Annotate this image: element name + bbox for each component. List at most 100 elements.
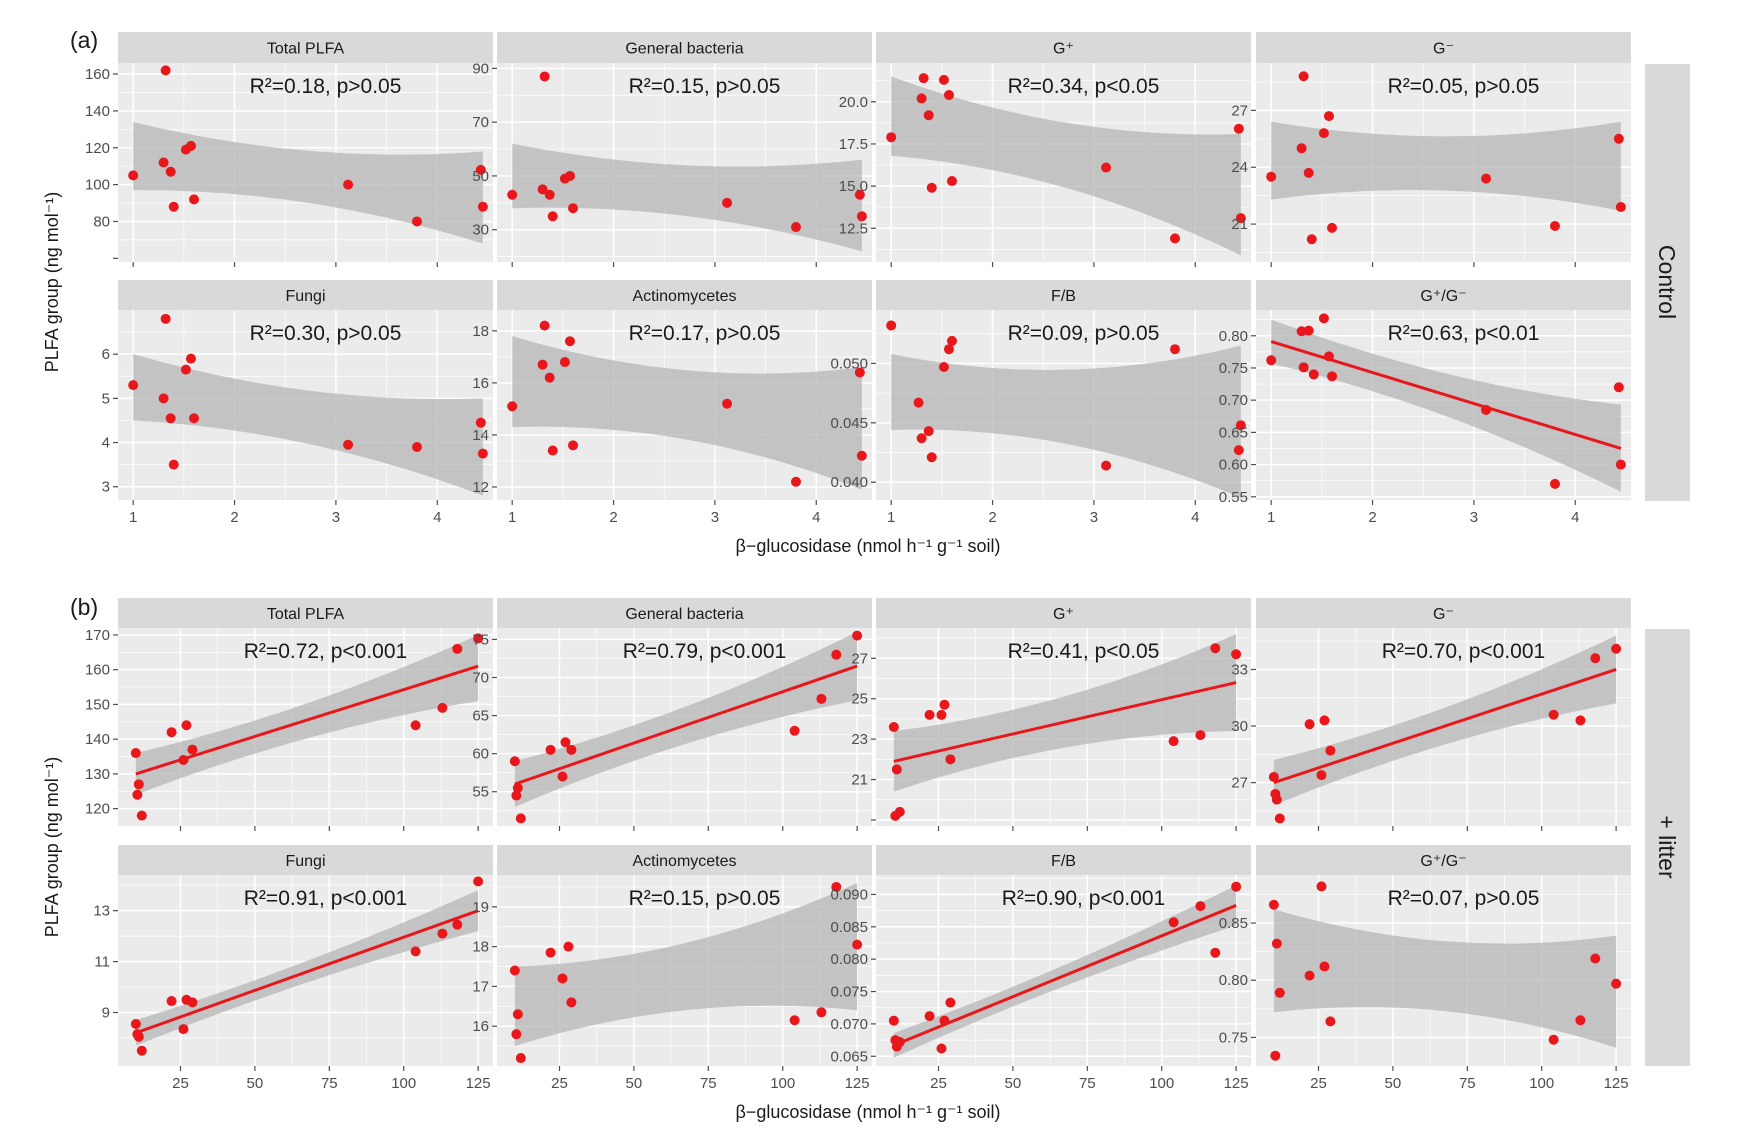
y-tick-label: 0.70 bbox=[1219, 392, 1248, 409]
data-point bbox=[564, 336, 575, 347]
data-point bbox=[1575, 1015, 1586, 1026]
data-point bbox=[790, 222, 801, 233]
data-point bbox=[1308, 369, 1319, 380]
data-point bbox=[537, 359, 548, 370]
y-tick-label: 17.5 bbox=[839, 136, 868, 153]
data-point bbox=[1268, 899, 1279, 910]
fit-line bbox=[1273, 668, 1617, 785]
y-tick-label: 160 bbox=[85, 662, 110, 679]
data-point bbox=[185, 353, 196, 364]
plot-area-s1p3 bbox=[1268, 635, 1622, 824]
data-point bbox=[790, 476, 801, 487]
y-tick-label: 3 bbox=[102, 479, 110, 496]
y-tick-label: 50 bbox=[472, 168, 489, 185]
plot-area-s1p4 bbox=[130, 876, 484, 1056]
data-point bbox=[1233, 445, 1244, 456]
data-point bbox=[1304, 970, 1315, 981]
data-point bbox=[1101, 460, 1112, 471]
strip-s0p4 bbox=[118, 280, 493, 310]
data-point bbox=[856, 450, 867, 461]
y-tick-label: 150 bbox=[85, 696, 110, 713]
x-axis-title-a: β−glucosidase (nmol h⁻¹ g⁻¹ soil) bbox=[736, 536, 1001, 556]
data-point bbox=[1548, 709, 1559, 720]
y-tick-label: 60 bbox=[472, 746, 489, 763]
y-axis-title-b: PLFA group (ng mol⁻¹) bbox=[42, 757, 62, 938]
data-point bbox=[1101, 162, 1112, 173]
strip-right-a-label: Control bbox=[1654, 245, 1680, 319]
y-tick-label: 30 bbox=[472, 222, 489, 239]
data-point bbox=[789, 725, 800, 736]
data-point bbox=[1298, 362, 1309, 373]
data-point bbox=[166, 727, 177, 738]
x-tick-label: 75 bbox=[1079, 1075, 1096, 1092]
y-tick-label: 4 bbox=[102, 435, 110, 452]
panel-s0p1: General bacteria 30 50 70 90 R²=0.15, p>0.05 bbox=[472, 32, 872, 267]
data-point bbox=[189, 413, 200, 424]
data-point bbox=[511, 790, 522, 801]
data-point bbox=[166, 996, 177, 1007]
data-point bbox=[189, 194, 200, 205]
strip-title-s1p7: G⁺/G⁻ bbox=[1420, 853, 1466, 870]
annotation-s0p3: R²=0.05, p>0.05 bbox=[1388, 75, 1540, 98]
strip-s0p5 bbox=[497, 280, 872, 310]
confidence-band bbox=[133, 121, 483, 244]
strip-right-b bbox=[1645, 629, 1690, 1066]
y-tick-label: 12 bbox=[472, 479, 489, 496]
strip-s1p6 bbox=[876, 845, 1251, 875]
strip-title-s0p2: G⁺ bbox=[1053, 41, 1074, 58]
data-point bbox=[939, 699, 950, 710]
data-point bbox=[473, 876, 484, 887]
data-point bbox=[437, 702, 448, 713]
confidence-band bbox=[1271, 121, 1621, 211]
data-point bbox=[564, 170, 575, 181]
data-point bbox=[477, 201, 488, 212]
data-point bbox=[1316, 770, 1327, 781]
strip-s0p1 bbox=[497, 32, 872, 63]
y-tick-label: 12.5 bbox=[839, 220, 868, 237]
data-point bbox=[1168, 917, 1179, 928]
data-point bbox=[1590, 653, 1601, 664]
data-point bbox=[512, 1009, 523, 1020]
data-point bbox=[168, 201, 179, 212]
strip-title-s0p4: Fungi bbox=[285, 288, 325, 305]
data-point bbox=[136, 1045, 147, 1056]
panel-s0p2: G⁺ 12.5 15.0 17.5 20.0 R²=0.34, p<0.05 bbox=[839, 32, 1251, 267]
strip-s1p0 bbox=[118, 598, 493, 628]
data-point bbox=[539, 71, 550, 82]
data-point bbox=[128, 380, 139, 391]
x-tick-label: 4 bbox=[1191, 509, 1199, 526]
x-tick-label: 50 bbox=[1005, 1075, 1022, 1092]
y-tick-label: 65 bbox=[472, 708, 489, 725]
data-point bbox=[943, 90, 954, 101]
strip-title-s0p6: F/B bbox=[1051, 288, 1076, 305]
y-tick-label: 19 bbox=[472, 899, 489, 916]
data-point bbox=[158, 157, 169, 168]
y-tick-label: 0.065 bbox=[830, 1048, 868, 1065]
data-point bbox=[136, 810, 147, 821]
data-point bbox=[1549, 220, 1560, 231]
panel-s0p7: G⁺/G⁻ 1 2 3 4 0.55 0.60 0.65 0.70 0.75 0.80 R²=0.63… bbox=[1219, 280, 1631, 526]
data-point bbox=[1327, 371, 1338, 382]
data-point bbox=[512, 782, 523, 793]
y-tick-label: 0.85 bbox=[1219, 915, 1248, 932]
strip-title-s0p5: Actinomycetes bbox=[632, 288, 736, 305]
y-tick-label: 55 bbox=[472, 784, 489, 801]
data-point bbox=[722, 197, 733, 208]
confidence-band bbox=[893, 634, 1237, 792]
data-point bbox=[452, 919, 463, 930]
annotation-s0p2: R²=0.34, p<0.05 bbox=[1008, 75, 1160, 98]
data-point bbox=[568, 203, 579, 214]
strip-right-a bbox=[1645, 64, 1690, 501]
x-tick-label: 1 bbox=[508, 509, 516, 526]
strip-title-s1p2: G⁺ bbox=[1053, 606, 1074, 623]
data-point bbox=[923, 110, 934, 121]
data-point bbox=[165, 413, 176, 424]
data-point bbox=[544, 189, 555, 200]
y-tick-label: 0.085 bbox=[830, 919, 868, 936]
data-point bbox=[1327, 222, 1338, 233]
data-point bbox=[1306, 234, 1317, 245]
x-tick-label: 125 bbox=[466, 1075, 491, 1092]
x-tick-label: 100 bbox=[1149, 1075, 1174, 1092]
data-point bbox=[1268, 771, 1279, 782]
y-tick-label: 21 bbox=[1231, 216, 1248, 233]
